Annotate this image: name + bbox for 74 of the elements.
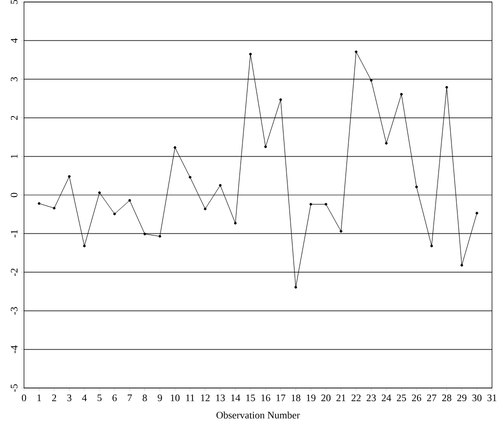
x-tick-label: 24 [382, 394, 392, 402]
x-tick-label: 13 [216, 394, 225, 402]
x-tick-label: 4 [82, 394, 87, 402]
point [415, 186, 418, 188]
x-tick-label: 0 [22, 394, 26, 402]
x-tick-label: 5 [98, 394, 102, 402]
point [83, 244, 86, 248]
y-tick-label: 0 [10, 192, 18, 198]
y-tick-label: 5 [10, 0, 18, 4]
x-tick-label: 23 [366, 394, 376, 402]
y-tick-label: 4 [10, 38, 18, 43]
point [340, 230, 342, 233]
point [476, 212, 478, 214]
x-tick-label: 25 [396, 394, 406, 402]
point [98, 191, 101, 194]
point [68, 175, 71, 178]
point [324, 202, 328, 206]
x-tick-label: 22 [352, 394, 361, 402]
x-tick-label: 6 [112, 394, 117, 402]
point [38, 202, 40, 205]
x-tick-label: 11 [186, 394, 194, 402]
y-tick-label: -1 [10, 230, 18, 238]
point [143, 232, 146, 236]
x-tick-label: 27 [427, 394, 436, 402]
point [204, 208, 207, 210]
point [294, 286, 298, 289]
x-tick-label: 7 [128, 394, 132, 402]
x-tick-label: 9 [158, 394, 162, 402]
x-tick-label: 31 [488, 394, 496, 402]
x-tick-label: 20 [321, 394, 331, 402]
x-axis-title: Observation Number [216, 412, 300, 419]
point [445, 86, 448, 89]
point [354, 50, 358, 54]
point [279, 98, 282, 101]
x-tick-label: 19 [306, 394, 316, 402]
point [128, 199, 132, 202]
point [264, 145, 267, 148]
y-tick-label: 3 [10, 77, 18, 82]
point [249, 52, 252, 56]
x-tick-label: 17 [276, 394, 286, 402]
point [400, 92, 403, 96]
point [218, 184, 222, 187]
x-tick-label: 1 [37, 394, 41, 402]
x-tick-label: 30 [472, 394, 482, 402]
x-tick-label: 2 [52, 394, 56, 402]
x-tick-label: 21 [336, 394, 346, 402]
point [384, 142, 388, 145]
point [460, 264, 464, 267]
x-tick-label: 8 [142, 394, 147, 402]
x-tick-label: 26 [412, 394, 422, 402]
point [52, 206, 56, 210]
x-tick-label: 10 [170, 394, 180, 402]
x-tick-label: 3 [67, 394, 72, 402]
x-tick-label: 14 [231, 394, 240, 402]
point [234, 222, 237, 225]
x-tick-label: 28 [442, 394, 452, 402]
y-tick-label: -4 [10, 345, 18, 354]
point [188, 176, 192, 179]
y-tick-label: 2 [10, 116, 18, 120]
x-tick-label: 18 [292, 394, 300, 402]
point [309, 202, 312, 206]
point [370, 79, 373, 82]
x-tick-label: 15 [246, 394, 256, 402]
point [158, 234, 162, 238]
y-tick-label: -3 [10, 307, 18, 315]
x-tick-label: 16 [261, 394, 270, 402]
y-tick-label: 1 [10, 154, 18, 158]
y-tick-label: -2 [10, 268, 18, 276]
point [430, 244, 433, 248]
x-tick-label: 29 [457, 394, 466, 402]
point [174, 146, 176, 149]
x-tick-label: 12 [201, 394, 210, 402]
point [113, 212, 116, 216]
y-tick-label: -5 [10, 384, 18, 392]
